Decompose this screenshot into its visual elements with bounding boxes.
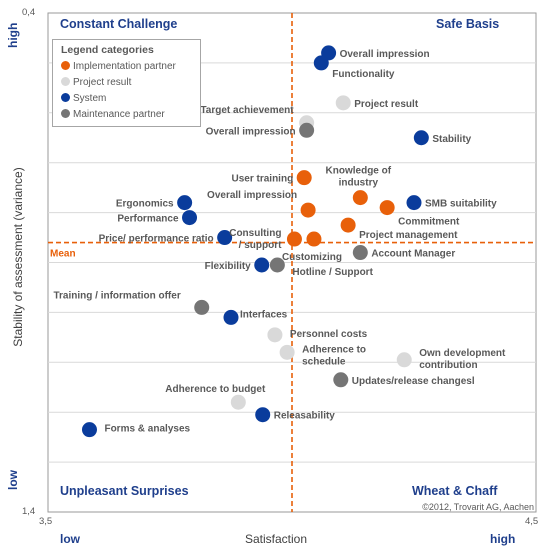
label-implementation-partner-commitment: Commitment (398, 217, 460, 228)
label-implementation-partner-overall-impression: Overall impression (207, 190, 297, 201)
x-tick-left: 3,5 (39, 516, 53, 527)
legend-label: System (73, 93, 107, 104)
x-axis-high-label: high (490, 532, 516, 546)
label-project-result-target-achievement: Target achievement (200, 105, 294, 116)
point-implementation-partner-project-management (340, 217, 356, 233)
point-system-price-performance-ratio (217, 230, 233, 246)
y-axis-low-label: low (6, 470, 20, 490)
y-axis-title: Stability of assessment (variance) (11, 167, 25, 347)
mean-label: Mean (50, 249, 76, 260)
point-system-stability (413, 130, 429, 146)
quadrant-label-bottom-right: Wheat & Chaff (412, 484, 498, 498)
point-system-forms-analyses (81, 422, 97, 438)
label-system-overall-impression: Overall impression (340, 49, 430, 60)
point-implementation-partner-knowledge-of-industry (352, 190, 368, 206)
point-project-result-adherence-to-budget (230, 394, 246, 410)
x-tick-right: 4,5 (525, 516, 539, 527)
label-maintenance-partner-overall-impression: Overall impression (206, 126, 296, 137)
point-system-ergonomics (177, 195, 193, 211)
label-project-result-own-development-contribution: Own development contribution (419, 348, 506, 371)
label-project-result-adherence-to-budget: Adherence to budget (165, 384, 266, 395)
x-axis-title: Satisfaction (244, 532, 308, 546)
label-system-flexibility: Flexibility (205, 261, 252, 272)
point-system-smb-suitability (406, 195, 422, 211)
point-system-functionality (313, 55, 329, 71)
label-implementation-partner-project-management: Project management (359, 230, 458, 241)
point-project-result-own-development-contribution (396, 352, 412, 368)
legend-swatch (61, 93, 70, 102)
legend-label: Maintenance partner (73, 109, 165, 120)
label-project-result-personnel-costs: Personnel costs (290, 329, 368, 340)
quadrant-label-top-left: Constant Challenge (60, 17, 178, 31)
point-implementation-partner-customizing (306, 231, 322, 247)
label-system-price-performance-ratio: Price/ performance ratio (99, 234, 214, 245)
y-tick-bottom: 1,4 (22, 506, 36, 517)
legend-swatch (61, 109, 70, 118)
point-maintenance-partner-account-manager (352, 245, 368, 261)
legend-title: Legend categories (61, 44, 154, 56)
point-system-performance (182, 210, 198, 226)
legend-swatch (61, 77, 70, 86)
legend-item-project-result: Project result (61, 77, 131, 88)
legend-item-implementation-partner: Implementation partner (61, 61, 176, 72)
point-maintenance-partner-updates-release-changesl (333, 372, 349, 388)
label-system-ergonomics: Ergonomics (116, 199, 174, 210)
label-implementation-partner-customizing: Customizing (282, 252, 342, 263)
point-implementation-partner-commitment (379, 200, 395, 216)
point-system-interfaces (223, 309, 239, 325)
label-implementation-partner-knowledge-of-industry: Knowledge of industry (326, 166, 392, 189)
point-system-releasability (255, 407, 271, 423)
point-implementation-partner-user-training (296, 170, 312, 186)
label-system-releasability: Releasability (274, 411, 336, 422)
point-project-result-adherence-to-schedule (279, 344, 295, 360)
quadrant-label-bottom-left: Unpleasant Surprises (60, 484, 189, 498)
legend-item-system: System (61, 93, 106, 104)
point-project-result-personnel-costs (267, 327, 283, 343)
y-tick-top: 0,4 (22, 7, 36, 18)
point-system-flexibility (254, 257, 270, 273)
label-maintenance-partner-updates-release-changesl: Updates/release changesl (352, 376, 475, 387)
point-maintenance-partner-hotline-support (269, 257, 285, 273)
legend-label: Project result (73, 77, 132, 88)
label-system-forms-analyses: Forms & analyses (104, 424, 190, 435)
label-system-functionality: Functionality (332, 69, 395, 80)
legend: Legend categories Implementation partner… (52, 39, 201, 127)
point-maintenance-partner-overall-impression (299, 122, 315, 138)
legend-swatch (61, 61, 70, 70)
label-system-stability: Stability (432, 134, 471, 145)
legend-item-maintenance-partner: Maintenance partner (61, 109, 165, 120)
label-system-interfaces: Interfaces (240, 309, 288, 320)
label-implementation-partner-consulting-support: Consulting / support (229, 228, 282, 251)
data-points (81, 45, 429, 438)
label-maintenance-partner-hotline-support: Hotline / Support (292, 267, 373, 278)
label-maintenance-partner-training-information-offer: Training / information offer (53, 290, 180, 301)
point-maintenance-partner-training-information-offer (194, 299, 210, 315)
legend-label: Implementation partner (73, 61, 176, 72)
point-project-result-project-result (335, 95, 351, 111)
label-project-result-project-result: Project result (354, 99, 419, 110)
x-axis-low-label: low (60, 532, 80, 546)
quadrant-label-top-right: Safe Basis (436, 17, 500, 31)
point-labels: User training Overall impression Knowledge… (53, 49, 506, 435)
label-maintenance-partner-account-manager: Account Manager (371, 249, 455, 260)
point-implementation-partner-consulting-support (286, 231, 302, 247)
label-system-smb-suitability: SMB suitability (425, 199, 497, 210)
label-system-performance: Performance (117, 214, 179, 225)
y-axis-high-label: high (6, 22, 20, 48)
copyright-note: ©2012, Trovarit AG, Aachen (422, 502, 534, 512)
point-implementation-partner-overall-impression (300, 202, 316, 218)
label-project-result-adherence-to-schedule: Adherence to schedule (302, 344, 366, 367)
label-implementation-partner-user-training: User training (232, 174, 294, 185)
